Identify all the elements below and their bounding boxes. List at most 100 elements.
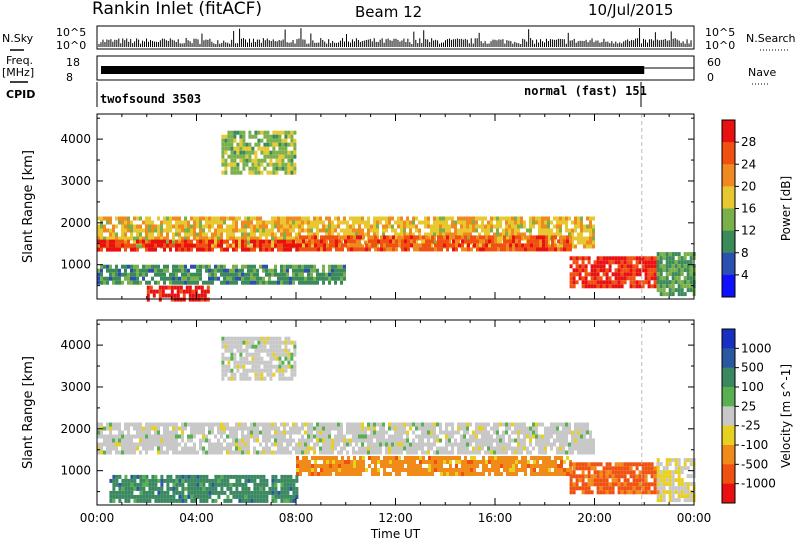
data-cell (569, 256, 573, 261)
data-cell (560, 460, 563, 464)
data-cell (157, 268, 160, 273)
data-cell (181, 228, 184, 233)
data-cell (302, 460, 305, 464)
data-cell (574, 224, 577, 229)
data-cell (214, 220, 217, 225)
data-cell (223, 276, 226, 281)
data-cell (611, 284, 615, 289)
data-cell (283, 224, 286, 229)
data-cell (242, 142, 246, 147)
data-cell (565, 450, 568, 455)
data-cell (392, 243, 395, 248)
data-cell (518, 243, 521, 248)
data-cell (529, 434, 532, 439)
data-cell (587, 284, 591, 289)
data-cell (307, 422, 310, 427)
data-cell (262, 426, 265, 431)
data-cell (461, 247, 464, 252)
data-cell (221, 158, 225, 163)
data-cell (635, 264, 639, 269)
data-cell (538, 224, 541, 229)
data-cell (97, 276, 100, 281)
data-cell (334, 228, 337, 233)
data-cell (268, 276, 271, 281)
data-cell (151, 474, 155, 479)
data-cell (253, 430, 256, 435)
data-cell (337, 276, 340, 281)
data-cell (229, 224, 232, 229)
data-cell (490, 450, 493, 455)
data-cell (124, 498, 128, 503)
data-cell (412, 446, 415, 451)
data-cell (547, 434, 550, 439)
data-cell (575, 280, 579, 285)
data-cell (224, 356, 228, 361)
data-cell (472, 220, 475, 225)
data-cell (229, 236, 232, 241)
data-cell (154, 474, 158, 479)
data-cell (244, 247, 247, 252)
data-cell (289, 474, 293, 479)
data-cell (383, 235, 386, 240)
data-cell (493, 426, 496, 431)
data-cell (602, 482, 606, 487)
data-cell (340, 280, 343, 285)
data-cell (274, 434, 277, 439)
data-cell (154, 228, 157, 233)
data-cell (221, 364, 225, 369)
data-cell (608, 276, 612, 281)
data-cell (583, 224, 586, 229)
data-cell (458, 243, 461, 248)
data-cell (178, 280, 181, 285)
data-cell (163, 450, 166, 455)
data-cell (257, 138, 261, 143)
data-cell (653, 474, 657, 479)
data-cell (632, 268, 636, 273)
data-cell (428, 472, 431, 476)
data-cell (457, 232, 460, 237)
data-cell (202, 446, 205, 451)
data-cell (577, 240, 580, 245)
data-cell (482, 468, 485, 472)
data-cell (247, 486, 251, 491)
data-cell (451, 430, 454, 435)
data-cell (382, 434, 385, 439)
data-cell (571, 434, 574, 439)
data-cell (284, 162, 288, 167)
data-cell (422, 456, 425, 460)
data-cell (337, 232, 340, 237)
data-cell (301, 450, 304, 455)
data-cell (644, 272, 648, 277)
data-cell (202, 224, 205, 229)
data-cell (446, 460, 449, 464)
data-cell (620, 280, 624, 285)
data-cell (683, 268, 687, 273)
data-cell (419, 468, 422, 472)
data-cell (422, 468, 425, 472)
data-cell (350, 247, 353, 252)
data-cell (487, 438, 490, 443)
data-cell (502, 438, 505, 443)
data-cell (665, 256, 669, 261)
data-cell (347, 247, 350, 252)
data-cell (626, 466, 630, 471)
data-cell (394, 434, 397, 439)
data-cell (280, 422, 283, 427)
data-cell (217, 490, 221, 495)
data-cell (433, 434, 436, 439)
data-cell (142, 264, 145, 269)
data-cell (424, 450, 427, 455)
data-cell (239, 170, 243, 175)
data-cell (217, 478, 221, 483)
data-cell (614, 466, 618, 471)
data-cell (545, 472, 548, 476)
data-cell (335, 464, 338, 468)
data-cell (193, 430, 196, 435)
data-cell (400, 442, 403, 447)
data-cell (493, 446, 496, 451)
data-cell (251, 162, 255, 167)
data-cell (265, 422, 268, 427)
data-cell (556, 232, 559, 237)
data-cell (439, 216, 442, 221)
data-cell (280, 268, 283, 273)
